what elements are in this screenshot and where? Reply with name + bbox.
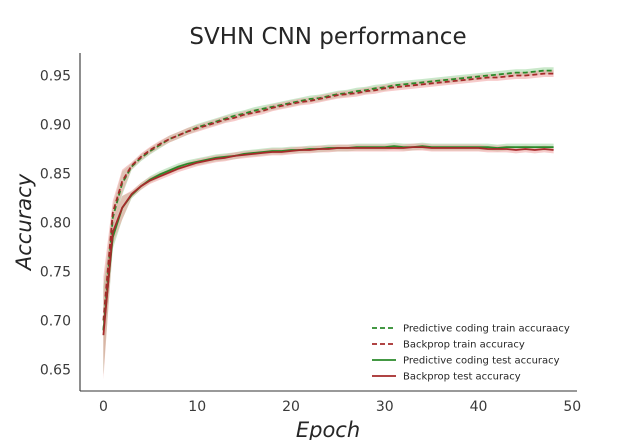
x-axis-ticks: 0 10 20 30 40 50 bbox=[99, 399, 581, 415]
y-axis-ticks: 0.65 0.70 0.75 0.80 0.85 0.90 0.95 bbox=[40, 69, 71, 379]
y-tick-label: 0.70 bbox=[40, 313, 71, 329]
x-tick-label: 20 bbox=[282, 399, 300, 415]
chart-title: SVHN CNN performance bbox=[189, 24, 466, 50]
x-tick-label: 30 bbox=[376, 399, 394, 415]
legend-label: Predictive coding train accuraacy bbox=[403, 324, 570, 335]
x-axis-label: Epoch bbox=[296, 418, 360, 440]
legend: Predictive coding train accuraacy Backpro… bbox=[372, 324, 570, 383]
legend-label: Predictive coding test accuracy bbox=[403, 356, 560, 367]
x-tick-label: 0 bbox=[99, 399, 108, 415]
legend-label: Backprop train accuracy bbox=[403, 340, 525, 351]
backprop-train-accuracy-band bbox=[103, 70, 554, 365]
y-tick-label: 0.90 bbox=[40, 118, 71, 134]
y-tick-label: 0.95 bbox=[40, 69, 71, 85]
legend-label: Backprop test accuracy bbox=[403, 372, 521, 383]
x-tick-label: 50 bbox=[563, 399, 581, 415]
y-tick-label: 0.75 bbox=[40, 264, 71, 280]
backprop-test-accuracy-line bbox=[102, 146, 554, 336]
y-tick-label: 0.85 bbox=[40, 167, 71, 183]
series-lines bbox=[102, 69, 554, 336]
predictive-coding-train-accuraacy-line bbox=[102, 69, 554, 331]
x-tick-label: 10 bbox=[188, 399, 206, 415]
y-tick-label: 0.80 bbox=[40, 215, 71, 231]
y-tick-label: 0.65 bbox=[40, 362, 71, 378]
y-axis-label: Accuracy bbox=[12, 173, 36, 272]
backprop-train-accuracy-line bbox=[102, 72, 554, 321]
x-tick-label: 40 bbox=[470, 399, 488, 415]
